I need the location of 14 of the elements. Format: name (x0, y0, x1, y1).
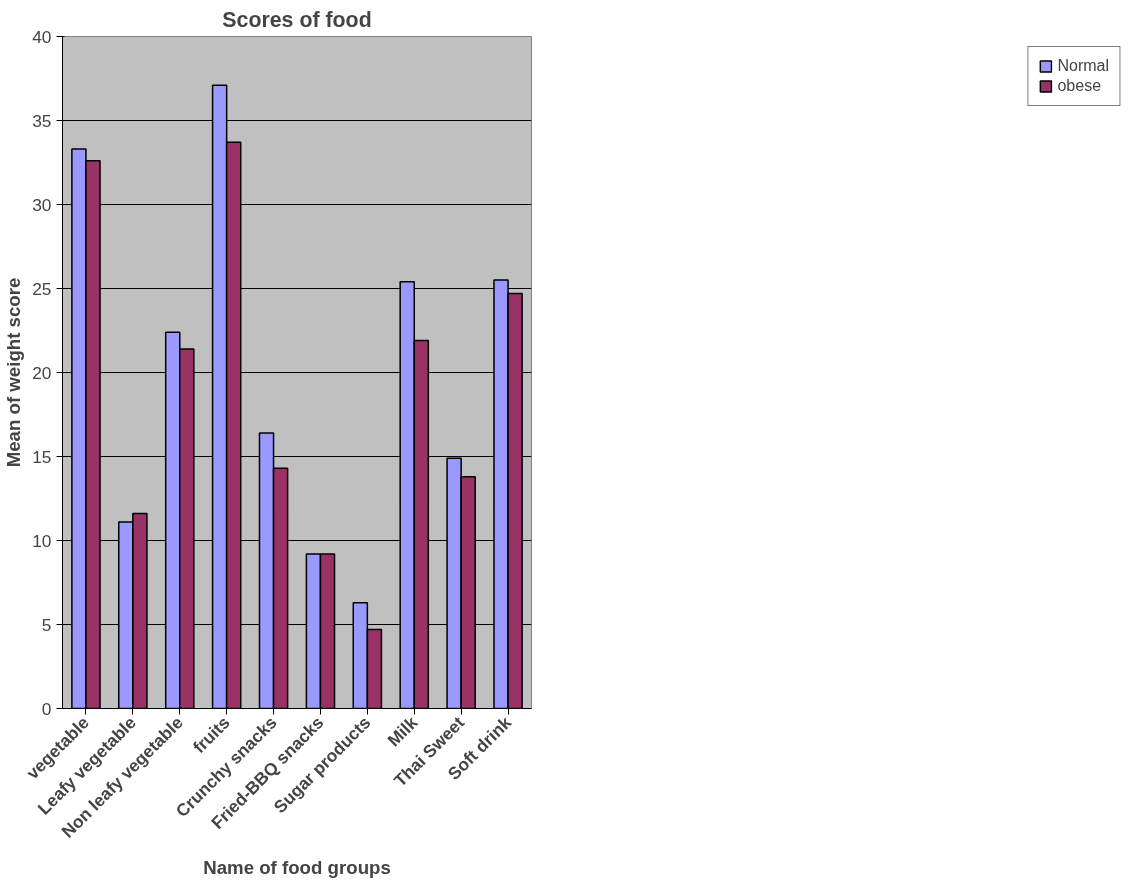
y-axis-title: Mean of weight score (3, 277, 25, 468)
chart-title: Scores of food (222, 7, 372, 32)
y-tick-label: 10 (32, 530, 52, 551)
y-tick-label: 15 (32, 446, 52, 467)
y-tick-label: 0 (41, 698, 52, 719)
legend-label: Normal (1057, 57, 1109, 75)
y-tick-label: 20 (32, 362, 52, 383)
y-tick-label: 30 (32, 194, 52, 215)
y-tick-label: 35 (32, 110, 52, 131)
x-axis-title: Name of food groups (203, 856, 391, 878)
legend-label: obese (1057, 77, 1102, 95)
y-tick-label: 25 (32, 278, 52, 299)
y-tick-label: 40 (32, 26, 52, 47)
y-tick-label: 5 (41, 614, 52, 635)
